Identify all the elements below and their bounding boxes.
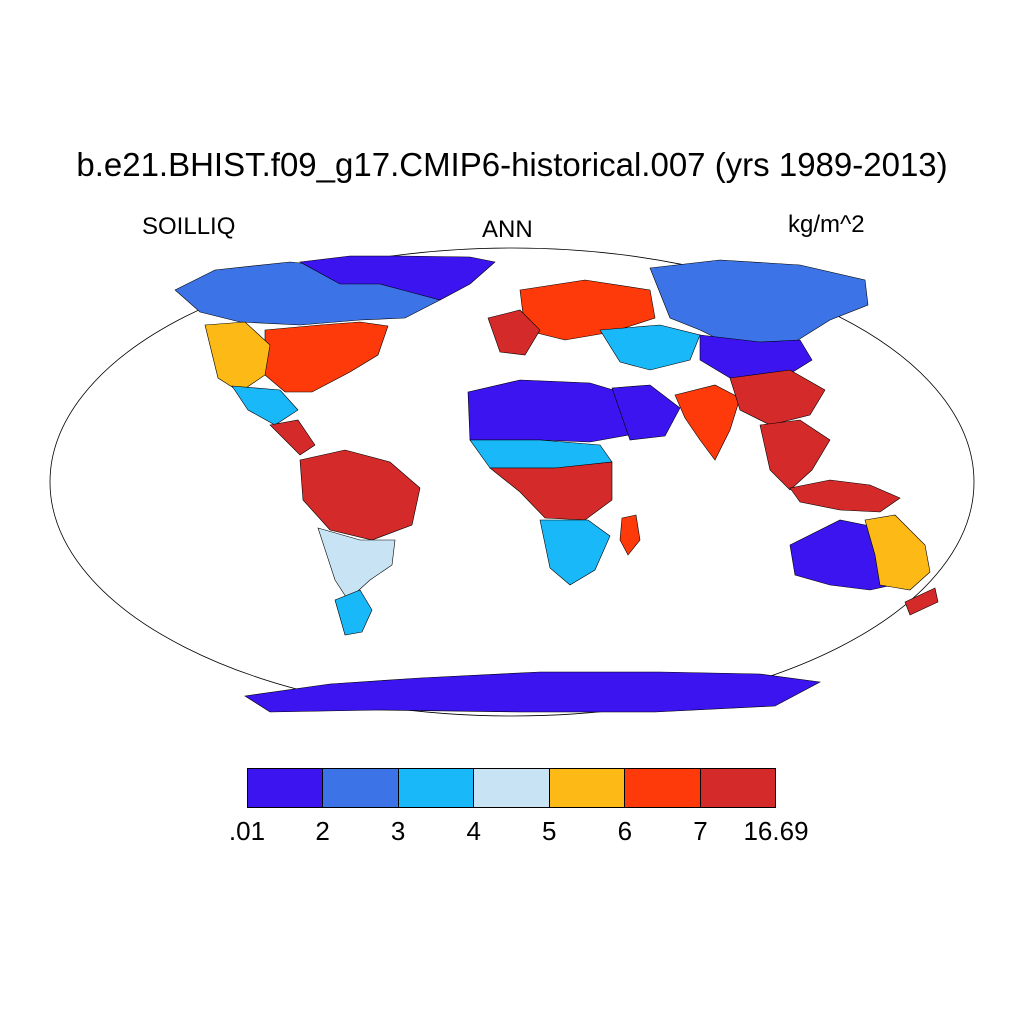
land-region-amazon bbox=[299, 449, 421, 541]
land-region-new-zealand bbox=[904, 587, 939, 616]
land-region-southern-china bbox=[729, 369, 826, 426]
colorbar-box bbox=[700, 769, 775, 807]
land-region-antarctica-coast bbox=[244, 671, 821, 713]
land-region-indonesia bbox=[789, 479, 901, 513]
land-region-central-asia bbox=[599, 324, 701, 371]
colorbar bbox=[247, 768, 776, 808]
land-region-eastern-us bbox=[264, 321, 389, 393]
land-region-mongolia bbox=[699, 334, 813, 381]
colorbar-tick-label: 2 bbox=[315, 816, 330, 846]
land-region-southern-south-america bbox=[317, 527, 396, 601]
land-region-arabia bbox=[611, 384, 681, 441]
land-region-southern-africa bbox=[539, 519, 611, 586]
land-region-western-us bbox=[204, 321, 271, 393]
season-label: ANN bbox=[482, 216, 533, 243]
colorbar-box bbox=[474, 769, 550, 807]
land-region-central-america bbox=[269, 419, 316, 456]
units-label: kg/m^2 bbox=[788, 211, 865, 238]
colorbar-tick-label: 5 bbox=[542, 816, 557, 846]
colorbar-tick-label: 4 bbox=[466, 816, 481, 846]
colorbar-tick-label: 3 bbox=[390, 816, 406, 846]
land-region-western-europe bbox=[487, 309, 541, 356]
variable-label: SOILLIQ bbox=[142, 213, 236, 240]
colorbar-tick-label: 7 bbox=[693, 816, 708, 846]
land-region-siberia bbox=[649, 259, 869, 351]
land-region-central-africa bbox=[489, 461, 613, 521]
land-region-australia-coast bbox=[864, 514, 931, 591]
colorbar-box bbox=[625, 769, 701, 807]
land-region-southeast-asia bbox=[759, 419, 831, 491]
plot-title: b.e21.BHIST.f09_g17.CMIP6-historical.007… bbox=[76, 146, 948, 183]
land-region-sahel bbox=[469, 439, 613, 469]
colorbar-box bbox=[398, 769, 475, 807]
land-region-mexico bbox=[231, 385, 299, 426]
colorbar-box bbox=[248, 769, 324, 807]
colorbar-tick-label: 16.69 bbox=[743, 816, 809, 846]
land-region-india bbox=[674, 384, 741, 461]
colorbar-tick-label: .01 bbox=[228, 816, 266, 846]
land-region-patagonia bbox=[334, 589, 373, 636]
colorbar-tick-label: 6 bbox=[617, 816, 633, 846]
colorbar-box bbox=[323, 769, 399, 807]
land-region-greenland-coast bbox=[299, 255, 496, 301]
colorbar-box bbox=[549, 769, 626, 807]
land-region-madagascar bbox=[619, 514, 641, 556]
